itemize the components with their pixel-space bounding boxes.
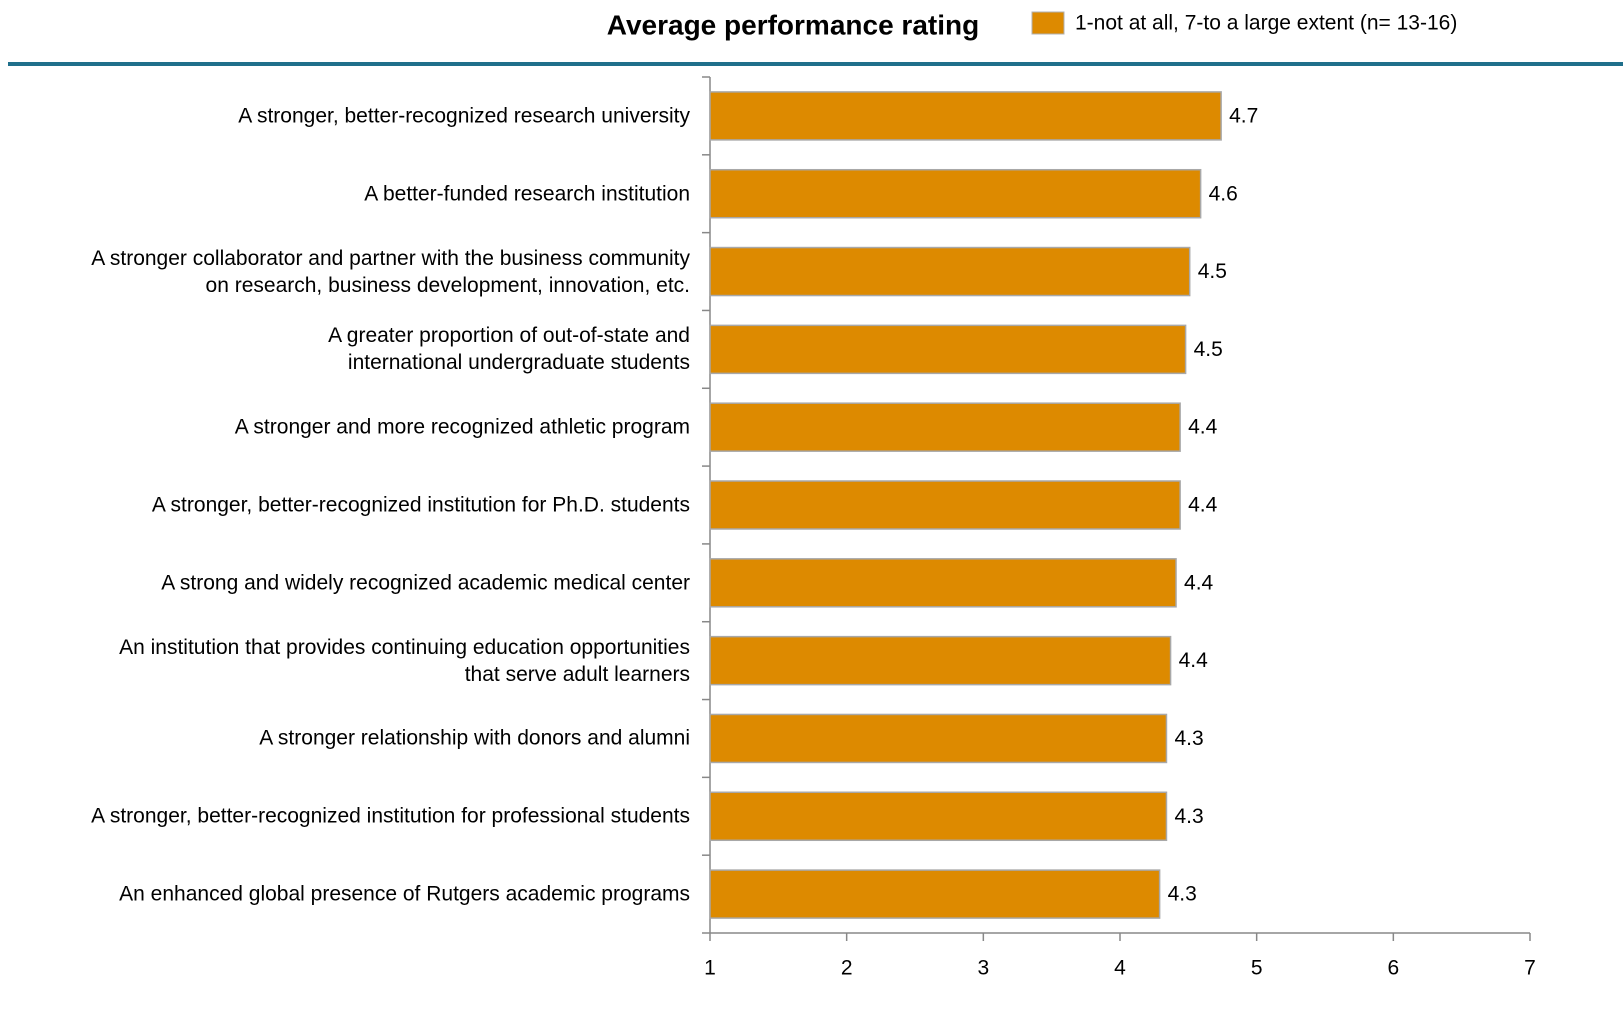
x-tick-label: 2 xyxy=(841,957,853,980)
category-label: A stronger, better-recognized institutio… xyxy=(151,493,690,517)
x-tick-label: 1 xyxy=(704,957,716,980)
category-label: A stronger collaborator and partner with… xyxy=(91,246,690,297)
category-label: A stronger and more recognized athletic … xyxy=(234,415,690,439)
value-label: 4.3 xyxy=(1174,727,1203,750)
x-tick-label: 6 xyxy=(1387,957,1399,980)
category-label: An enhanced global presence of Rutgers a… xyxy=(119,882,690,906)
category-label: A stronger relationship with donors and … xyxy=(259,726,690,750)
value-label: 4.5 xyxy=(1198,260,1227,283)
bar xyxy=(709,713,1168,764)
category-label: A stronger, better-recognized institutio… xyxy=(91,804,690,828)
bar xyxy=(709,635,1172,686)
category-label: A greater proportion of out-of-state and… xyxy=(328,324,690,375)
legend-swatch xyxy=(1031,11,1065,35)
category-label: A stronger, better-recognized research u… xyxy=(238,104,690,128)
bar xyxy=(709,168,1202,219)
category-label: A better-funded research institution xyxy=(364,182,690,206)
category-label: A strong and widely recognized academic … xyxy=(161,571,690,595)
value-label: 4.4 xyxy=(1188,416,1218,439)
x-tick-label: 7 xyxy=(1524,957,1536,980)
chart-title: Average performance rating xyxy=(607,9,979,40)
bar xyxy=(709,324,1187,375)
bar xyxy=(709,402,1181,452)
value-label: 4.4 xyxy=(1188,494,1218,517)
value-label: 4.3 xyxy=(1174,805,1203,828)
category-label: An institution that provides continuing … xyxy=(119,635,690,686)
value-label: 4.3 xyxy=(1168,883,1197,906)
value-label: 4.6 xyxy=(1209,182,1238,205)
bar xyxy=(709,869,1161,919)
value-label: 4.7 xyxy=(1229,104,1258,127)
bar xyxy=(709,91,1222,141)
bar xyxy=(709,246,1191,297)
bar xyxy=(709,791,1168,842)
x-tick-label: 4 xyxy=(1114,957,1126,980)
x-tick-label: 5 xyxy=(1251,957,1263,980)
legend-label: 1-not at all, 7-to a large extent (n= 13… xyxy=(1075,12,1457,35)
value-label: 4.5 xyxy=(1194,338,1223,361)
value-label: 4.4 xyxy=(1184,571,1214,594)
x-tick-label: 3 xyxy=(977,957,989,980)
bar xyxy=(709,480,1181,530)
bar xyxy=(709,558,1177,608)
value-label: 4.4 xyxy=(1179,649,1209,672)
